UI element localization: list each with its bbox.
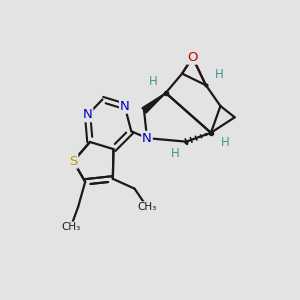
Text: N: N: [83, 108, 92, 122]
Text: H: H: [215, 68, 224, 81]
Text: H: H: [221, 136, 230, 149]
Polygon shape: [142, 93, 166, 113]
Text: N: N: [120, 100, 130, 113]
Text: CH₃: CH₃: [137, 202, 157, 212]
Text: O: O: [187, 51, 198, 64]
Text: S: S: [69, 155, 77, 168]
Text: N: N: [142, 132, 152, 145]
Text: H: H: [149, 75, 158, 88]
Text: CH₃: CH₃: [61, 222, 80, 232]
Text: H: H: [171, 147, 179, 160]
